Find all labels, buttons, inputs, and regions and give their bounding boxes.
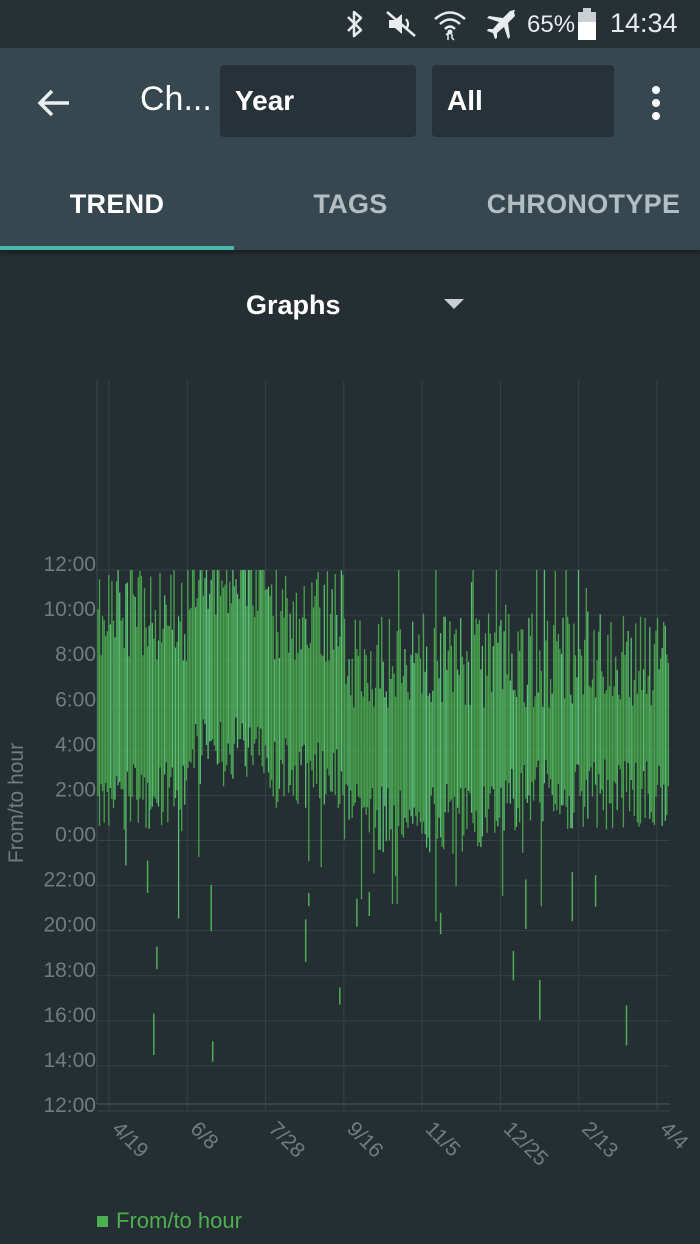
x-tick-label: 4/19 — [107, 1117, 152, 1162]
battery-percent: 65% — [527, 11, 576, 38]
x-tick-label: 12/25 — [499, 1117, 552, 1170]
app-bar: Ch... Year All — [0, 48, 700, 158]
bluetooth-icon — [340, 6, 370, 42]
wifi-icon — [431, 6, 469, 42]
x-tick-label: 9/16 — [342, 1117, 387, 1162]
view-dropdown-label: Graphs — [246, 290, 341, 320]
period-select-value: Year — [235, 85, 295, 116]
y-tick-label: 22:00 — [43, 869, 96, 892]
y-tick-label: 0:00 — [55, 824, 96, 847]
y-tick-label: 16:00 — [43, 1004, 96, 1027]
dropdown-arrow-icon — [444, 299, 464, 309]
legend-label: From/to hour — [116, 1208, 242, 1233]
battery-icon — [576, 6, 598, 42]
y-tick-label: 10:00 — [43, 598, 96, 621]
x-tick-label: 11/5 — [421, 1117, 465, 1161]
y-axis-ticks: 12:00 10:00 8:00 6:00 4:00 2:00 0:00 22:00 20:00… — [43, 553, 96, 1117]
tab-tags[interactable]: TAGS — [313, 188, 388, 219]
x-tick-label: 4/4 — [655, 1117, 692, 1154]
tab-trend[interactable]: TREND — [69, 188, 165, 219]
y-tick-label: 2:00 — [55, 778, 96, 801]
filter-select-value: All — [447, 85, 483, 116]
tab-bar: TREND TAGS CHRONOTYPE — [0, 158, 700, 250]
x-tick-label: 6/8 — [186, 1117, 223, 1154]
y-tick-label: 12:00 — [43, 1094, 96, 1117]
y-tick-label: 6:00 — [55, 688, 96, 711]
y-tick-label: 14:00 — [43, 1049, 96, 1072]
y-tick-label: 8:00 — [55, 643, 96, 666]
legend-swatch — [97, 1215, 108, 1227]
period-select[interactable]: Year — [220, 65, 416, 137]
filter-select[interactable]: All — [432, 65, 614, 137]
clock: 14:34 — [610, 8, 678, 38]
back-button[interactable] — [24, 78, 84, 128]
x-tick-label: 7/28 — [264, 1117, 309, 1162]
page-title: Ch... — [140, 80, 212, 118]
view-dropdown[interactable]: Graphs — [236, 280, 476, 330]
more-vert-icon[interactable] — [636, 78, 676, 128]
y-axis-label: From/to hour — [5, 743, 28, 863]
y-tick-label: 20:00 — [43, 914, 96, 937]
y-tick-label: 18:00 — [43, 959, 96, 982]
trend-chart: 12:00 10:00 8:00 6:00 4:00 2:00 0:00 22:00 20:00… — [5, 380, 693, 1171]
x-axis-ticks: 4/19 6/8 7/28 9/16 11/5 12/25 2/13 4/4 — [107, 1117, 692, 1170]
back-arrow-icon — [37, 89, 69, 117]
tab-chronotype[interactable]: CHRONOTYPE — [486, 188, 681, 219]
x-tick-label: 2/13 — [577, 1117, 622, 1162]
chart-legend: From/to hour — [97, 1206, 242, 1236]
y-tick-label: 12:00 — [43, 553, 96, 576]
mute-icon — [383, 6, 419, 42]
status-bar: 65% 14:34 — [0, 0, 700, 48]
airplane-mode-icon — [482, 6, 520, 42]
chart-bars — [97, 570, 670, 1062]
tab-indicator — [0, 246, 234, 250]
y-tick-label: 4:00 — [55, 733, 96, 756]
